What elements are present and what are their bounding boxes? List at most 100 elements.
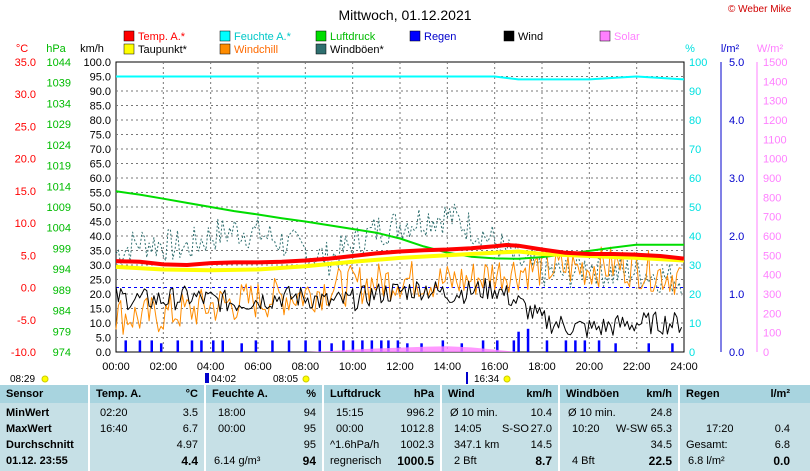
tick-label-kmh: 85.0 [90, 101, 111, 113]
rain-bar [564, 340, 568, 352]
tick-label-solar: 1400 [763, 76, 787, 88]
tick-label-hpa: 1009 [47, 202, 71, 214]
stats-head-humidity: Feuchte A. [212, 388, 268, 400]
tick-label-kmh: 5.0 [96, 333, 111, 345]
stats-head-pressure: Luftdruck [330, 388, 381, 400]
wind-avg-value: 14.5 [530, 439, 552, 451]
tick-label-solar: 800 [763, 192, 781, 204]
tick-label-solar: 100 [763, 328, 781, 340]
stats-col-humidity: Feuchte A.% 18:00 94 00:00 95 95 6.14 g/m³… [206, 385, 322, 471]
rain-bar [496, 340, 499, 352]
x-tick-label: 10:00 [339, 361, 367, 373]
tick-label-hpa: 974 [53, 347, 71, 359]
moon-set-marker [205, 373, 209, 383]
tick-label-pct: 40 [689, 231, 701, 243]
tick-label-solar: 300 [763, 289, 781, 301]
tick-label-kmh: 80.0 [90, 115, 111, 127]
axis-label-rain: l/m² [721, 43, 740, 55]
rain-bar [318, 340, 322, 352]
tick-label-kmh: 10.0 [90, 318, 111, 330]
series-windb-en [115, 203, 683, 296]
rain-bar [304, 340, 307, 352]
press-avg-value: 1002.3 [400, 439, 434, 451]
rain-bar [221, 340, 224, 352]
solar-area [305, 346, 519, 352]
rain-bar [124, 340, 127, 352]
temp-max-time: 16:40 [100, 423, 128, 435]
rain-max-value: 0.4 [774, 423, 790, 435]
axis-label-hpa: hPa [46, 43, 66, 55]
gust-avg-value: 34.5 [650, 439, 672, 451]
rain-bar [176, 340, 180, 352]
tick-label-pct: 50 [689, 202, 701, 214]
x-tick-label: 14:00 [434, 361, 462, 373]
gust-max-time: 10:20 [572, 423, 600, 435]
temp-min-time: 02:20 [100, 407, 128, 419]
x-tick-label: 18:00 [528, 361, 556, 373]
rain-bar [254, 340, 258, 352]
tick-label-temp: 10.0 [15, 218, 36, 230]
tick-label-hpa: 1044 [47, 57, 71, 69]
rain-bar [370, 340, 374, 352]
rain-bar [597, 340, 601, 352]
sunset-icon [503, 375, 511, 383]
tick-label-hpa: 1019 [47, 161, 71, 173]
temp-min-value: 3.5 [182, 407, 198, 419]
tick-label-kmh: 20.0 [90, 289, 111, 301]
legend-swatch [123, 43, 135, 55]
legend-label: Solar [614, 31, 640, 43]
press-min-value: 996.2 [406, 407, 434, 419]
tick-label-pct: 10 [689, 318, 701, 330]
temp-max-value: 6.7 [182, 423, 198, 435]
rain-current-value: 0.0 [773, 454, 790, 468]
wind-avg10-value: 10.4 [530, 407, 552, 419]
rain-bar [240, 343, 243, 352]
tick-label-pct: 100 [689, 57, 707, 69]
gust-bft: 4 Bft [572, 455, 595, 467]
axis-label-solar: W/m² [757, 43, 784, 55]
tick-label-solar: 900 [763, 173, 781, 185]
stats-head-wind: Wind [448, 388, 475, 400]
tick-label-rain: 5.0 [729, 57, 744, 69]
tick-label-pct: 30 [689, 260, 701, 272]
tick-label-kmh: 100.0 [83, 57, 111, 69]
stats-col-rain: Regen l/m² 17:20 0.4 Gesamt: 6.8 6.8 l/m² 0.… [680, 385, 810, 471]
rain-bar [330, 343, 333, 352]
gust-max-value: 65.3 [650, 423, 672, 435]
tick-label-rain: 2.0 [729, 231, 744, 243]
legend: Temp. A.*Taupunkt* Feuchte A.*Windchill Lu… [123, 30, 640, 56]
tick-label-pct: 80 [689, 115, 701, 127]
gust-current-value: 22.5 [648, 454, 672, 468]
legend-label: Windchill [234, 44, 278, 56]
wind-avg10-label: Ø 10 min. [450, 407, 498, 419]
rain-bar [271, 340, 274, 352]
tick-label-temp: -5.0 [17, 315, 36, 327]
hum-min-time: 18:00 [218, 407, 246, 419]
tick-label-hpa: 994 [53, 264, 71, 276]
tick-label-kmh: 15.0 [90, 304, 111, 316]
wind-current-value: 8.7 [535, 454, 552, 468]
tick-label-hpa: 1039 [47, 78, 71, 90]
stats-head-sensor: Sensor [6, 388, 44, 400]
tick-label-hpa: 1029 [47, 119, 71, 131]
tick-label-temp: 5.0 [21, 250, 36, 262]
tick-label-kmh: 90.0 [90, 86, 111, 98]
sunset-time: 16:34 [474, 374, 499, 385]
tick-label-kmh: 70.0 [90, 144, 111, 156]
sun-icon [41, 375, 49, 383]
x-tick-label: 24:00 [670, 361, 698, 373]
legend-label: Windböen* [330, 44, 385, 56]
axis-label-pct: % [685, 43, 695, 55]
gust-avg10-label: Ø 10 min. [568, 407, 616, 419]
rain-bar [671, 343, 674, 352]
x-tick-label: 16:00 [481, 361, 509, 373]
legend-swatch [123, 30, 135, 42]
rain-bar [212, 340, 215, 352]
tick-label-temp: 30.0 [15, 89, 36, 101]
tick-label-solar: 700 [763, 212, 781, 224]
tick-label-hpa: 1004 [47, 223, 71, 235]
legend-label: Taupunkt* [138, 44, 188, 56]
x-tick-label: 22:00 [623, 361, 651, 373]
legend-swatch [409, 30, 421, 42]
tick-label-kmh: 50.0 [90, 202, 111, 214]
